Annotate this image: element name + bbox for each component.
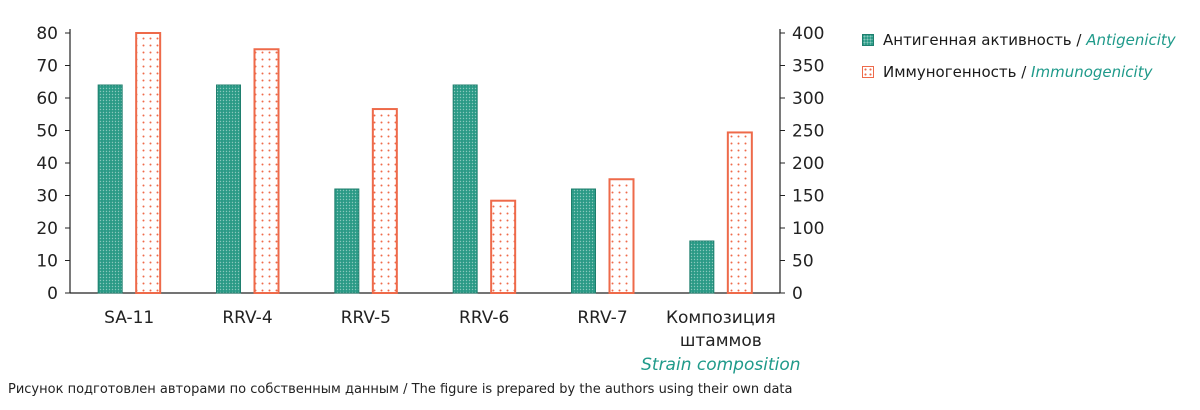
y-left-tick-label: 70 [36,57,58,77]
axes: 0 10 20 30 40 50 60 70 80 0 50 100 150 200 250 300 350 40… [36,24,824,304]
legend-label-immunogenicity-en: Immunogenicity [1031,63,1153,81]
y-left-tick-label: 80 [36,24,58,44]
x-category-label-en: Strain composition [641,355,800,375]
legend-swatch-immunogenicity [862,66,874,78]
bar-immunogenicity [371,108,398,294]
legend: Антигенная активность / Antigenicity Имм… [862,28,1176,92]
x-category-label: RRV-6 [459,308,509,328]
bar-antigenicity [689,240,715,294]
figure-caption: Рисунок подготовлен авторами по собствен… [8,382,793,397]
x-category-label: RRV-4 [222,308,272,328]
y-left-tick-label: 60 [36,89,58,109]
bar-antigenicity [97,84,123,294]
y-left-tick-label: 40 [36,154,58,174]
legend-label-antigenicity-ru: Антигенная активность [883,31,1072,49]
legend-separator: / [1016,63,1032,81]
y-left-tick-label: 50 [36,122,58,142]
legend-label-immunogenicity-ru: Иммуногенность [883,63,1017,81]
y-right-tick-label: 200 [792,154,824,174]
bar-immunogenicity [253,48,280,294]
x-category-label: SA-11 [104,308,154,328]
bars [97,32,753,294]
x-category-label: Композиция [666,308,776,328]
y-right-tick-label: 250 [792,122,824,142]
bar-immunogenicity [490,199,517,294]
y-right-tick-label: 50 [792,252,814,272]
x-category-label: штаммов [680,331,762,351]
bar-antigenicity [216,84,241,294]
y-right-tick-label: 150 [792,187,824,207]
legend-item-immunogenicity: Иммуногенность / Immunogenicity [862,60,1176,84]
y-left-tick-label: 10 [36,252,58,272]
legend-swatch-antigenicity [862,34,874,46]
bar-immunogenicity [135,32,162,294]
y-right-tick-label: 0 [792,284,803,304]
y-left-tick-label: 0 [47,284,58,304]
y-right-tick-label: 100 [792,219,824,239]
legend-separator: / [1071,31,1087,49]
chart-area: 0 10 20 30 40 50 60 70 80 0 50 100 150 200 250 300 350 40… [36,24,824,375]
bar-immunogenicity [726,131,753,294]
legend-item-antigenicity: Антигенная активность / Antigenicity [862,28,1176,52]
bar-antigenicity [571,188,596,294]
category-labels: SA-11 RRV-4 RRV-5 RRV-6 RRV-7 Композиция штамм… [104,308,800,375]
x-category-label: RRV-5 [341,308,391,328]
y-right-tick-label: 350 [792,57,824,77]
y-left-tick-label: 20 [36,219,58,239]
bar-immunogenicity [608,178,635,294]
bar-antigenicity [452,84,478,294]
bar-antigenicity [334,188,360,294]
y-right-tick-label: 400 [792,24,824,44]
x-category-label: RRV-7 [577,308,627,328]
legend-label-antigenicity-en: Antigenicity [1086,31,1176,49]
y-right-tick-label: 300 [792,89,824,109]
y-left-tick-label: 30 [36,187,58,207]
